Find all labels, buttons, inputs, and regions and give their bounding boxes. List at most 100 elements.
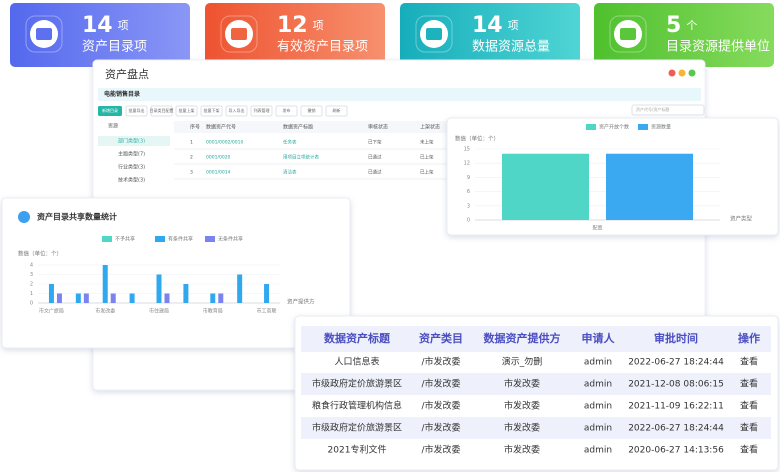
catalog-name: 电能销售目录 [104, 90, 140, 98]
y-tick-label: 15 [464, 147, 470, 153]
toolbar-button[interactable] [200, 105, 223, 117]
y-tick-label: 0 [467, 218, 470, 224]
y-tick-label: 6 [467, 189, 470, 195]
y-tick-label: 3 [30, 272, 33, 278]
table-cell: 用项目立项统计表 [283, 154, 319, 161]
toolbar-button[interactable] [225, 105, 248, 117]
toolbar-button-label: 批量下架 [204, 107, 220, 113]
card-unit: 个 [686, 19, 697, 32]
card-unit: 项 [313, 19, 324, 32]
approval-cell: 粮食行政管理机构信息 [312, 400, 402, 412]
tree-item: 主题类型(7) [118, 151, 145, 158]
approval-header-cell: 申请人 [582, 331, 616, 345]
approval-cell: 2021-12-08 08:06:15 [628, 380, 724, 390]
view-link[interactable]: 查看 [740, 444, 758, 456]
card-label: 有效资产目录项 [277, 40, 368, 55]
catalog-bar [98, 88, 701, 101]
approval-cell: 市发改委 [504, 422, 540, 434]
stat-card [400, 3, 580, 67]
bar [237, 274, 243, 303]
approval-cell: /市发改委 [421, 356, 460, 368]
table-cell: 已上架 [420, 154, 434, 161]
table-cell: 已通过 [368, 169, 382, 176]
approval-cell: admin [584, 402, 612, 412]
card-label: 目录资源提供单位 [666, 39, 770, 55]
approval-cell: 市发改委 [504, 400, 540, 412]
toolbar-button[interactable] [125, 105, 148, 117]
row-stripe [301, 373, 771, 395]
table-cell: 清洁表 [283, 169, 297, 176]
approval-cell: /市发改委 [421, 378, 460, 390]
card-icon-glyph [426, 28, 442, 40]
window-dot [678, 69, 686, 77]
card-unit: 项 [118, 19, 129, 32]
window-dot [688, 69, 696, 77]
toolbar-button[interactable] [325, 105, 348, 117]
table-cell: 已上架 [420, 169, 434, 176]
card-icon [220, 15, 258, 53]
x-tick-label: 配置 [592, 226, 602, 232]
card-icon-glyph [620, 28, 636, 40]
bar [606, 153, 693, 220]
legend-label: 资源数量 [651, 124, 671, 131]
toolbar-button-label: 批量导出 [129, 107, 145, 113]
toolbar-button[interactable] [150, 105, 173, 117]
bar [183, 284, 189, 303]
view-link[interactable]: 查看 [740, 356, 758, 368]
toolbar-button-label: 目录类目配置 [150, 107, 174, 113]
y-tick-label: 12 [464, 161, 470, 167]
card-label: 数据资源总量 [472, 40, 550, 55]
approval-cell: 2021-11-09 16:22:11 [628, 402, 724, 412]
approval-cell: 演示_勿删 [502, 356, 543, 368]
bar [156, 274, 162, 303]
approval-header-cell: 审批时间 [654, 331, 698, 345]
table-cell: 3 [190, 170, 193, 176]
y-tick-label: 1 [30, 291, 33, 297]
legend-label: 不予共享 [115, 236, 135, 243]
y-tick-label: 2 [30, 282, 33, 288]
approval-cell: 市发改委 [504, 444, 540, 456]
view-link[interactable]: 查看 [740, 400, 758, 412]
card-icon [609, 15, 647, 53]
toolbar-button[interactable] [175, 105, 198, 117]
card-value: 14 [472, 13, 503, 38]
bar [110, 293, 116, 303]
stat-card [205, 3, 385, 67]
toolbar-button-label: 发布 [283, 107, 291, 113]
toolbar-button[interactable] [250, 105, 273, 117]
view-link[interactable]: 查看 [740, 378, 758, 390]
card-unit: 项 [508, 19, 519, 32]
approval-header-cell: 数据资产提供方 [484, 331, 561, 345]
approval-header-cell: 操作 [738, 331, 760, 345]
table-cell: 任务表 [283, 139, 297, 146]
approval-header [301, 326, 771, 352]
view-link[interactable]: 查看 [740, 422, 758, 434]
card-icon-glyph [36, 28, 52, 40]
card-label: 资产目录项 [82, 40, 147, 55]
y-axis-title: 数值（单位：个） [455, 135, 499, 143]
tree-item: 行业类型(3) [118, 164, 145, 171]
toolbar-button[interactable] [275, 105, 298, 117]
table-cell: 2 [190, 155, 193, 161]
approval-cell: admin [584, 424, 612, 434]
legend-label: 有条件共享 [168, 236, 193, 243]
legend-swatch [638, 124, 648, 130]
toolbar-button[interactable] [300, 105, 323, 117]
bar [210, 293, 216, 303]
card-icon-glyph [231, 28, 247, 40]
toolbar-button-label: 批量上架 [179, 107, 195, 113]
y-tick-label: 0 [30, 301, 33, 307]
bar [83, 293, 89, 303]
tree-selected [98, 136, 170, 146]
bar [164, 293, 170, 303]
approval-cell: admin [584, 446, 612, 456]
search-box[interactable] [631, 104, 705, 116]
approval-cell: 市级政府定价旅游景区 [312, 422, 402, 434]
card-value-line: 12 项 [277, 13, 324, 38]
toolbar-button[interactable] [98, 106, 122, 116]
card-value-line: 14 项 [82, 13, 129, 38]
table-cell: 1 [190, 140, 193, 146]
card-icon [415, 15, 453, 53]
table-cell: 未上架 [420, 139, 434, 146]
toolbar-button-label: 导入导出 [229, 107, 245, 113]
